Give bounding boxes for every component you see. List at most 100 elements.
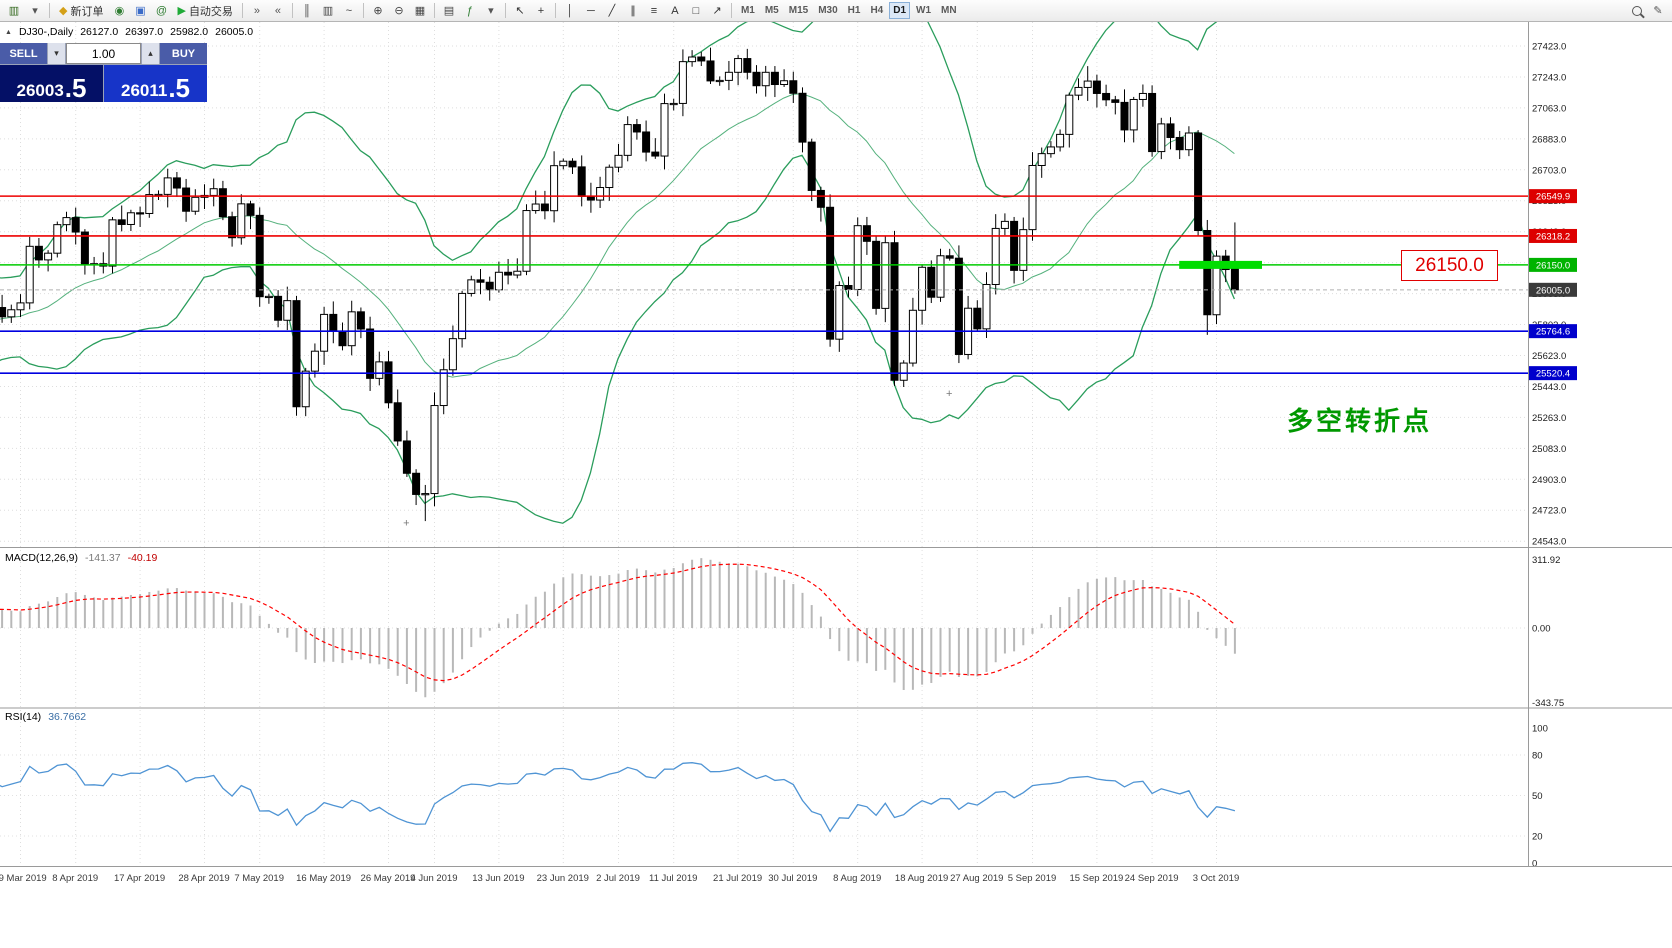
sell-price-frac: .5: [64, 72, 87, 103]
svg-text:2 Jul 2019: 2 Jul 2019: [596, 873, 640, 884]
svg-text:24723.0: 24723.0: [1532, 506, 1566, 517]
chart-dropdown-arrow-icon[interactable]: ▾: [32, 5, 38, 17]
svg-text:100: 100: [1532, 724, 1548, 735]
chart-shift-icon[interactable]: «: [274, 4, 281, 17]
toolbar-separator: [504, 3, 506, 18]
svg-text:29 Mar 2019: 29 Mar 2019: [0, 873, 47, 884]
svg-text:16 May 2019: 16 May 2019: [296, 873, 351, 884]
svg-text:24903.0: 24903.0: [1532, 475, 1566, 486]
svg-text:0.00: 0.00: [1532, 624, 1551, 635]
svg-text:311.92: 311.92: [1532, 555, 1560, 566]
svg-text:15 Sep 2019: 15 Sep 2019: [1069, 873, 1123, 884]
timeframe-button-h4[interactable]: H4: [870, 5, 884, 16]
volume-up-button[interactable]: ▴: [142, 43, 159, 64]
toolbar-separator: [730, 3, 732, 18]
one-click-trading-panel: SELL ▾ 1.00 ▴ BUY 26003 .5 26011 .5: [0, 43, 207, 102]
line-chart-icon[interactable]: ~: [345, 4, 353, 17]
timeframe-button-mn[interactable]: MN: [941, 5, 957, 16]
svg-text:27243.0: 27243.0: [1532, 72, 1566, 83]
toolbar-separator: [49, 3, 50, 18]
indicators-icon[interactable]: ƒ: [466, 4, 473, 17]
timeframe-button-m5[interactable]: M5: [764, 5, 779, 16]
cursor-icon[interactable]: ↖: [515, 5, 525, 17]
timeframe-button-h1[interactable]: H1: [847, 5, 861, 16]
tile-windows-icon[interactable]: ▦: [414, 5, 426, 17]
chevron-down-icon: ▾: [54, 48, 59, 58]
price-badge: [1529, 324, 1577, 339]
svg-text:25764.6: 25764.6: [1536, 327, 1570, 338]
arrange-windows-icon[interactable]: ▤: [443, 5, 455, 17]
svg-text:26703.0: 26703.0: [1532, 165, 1566, 176]
edit-icon[interactable]: ✎: [1653, 5, 1663, 17]
svg-text:+: +: [946, 388, 952, 400]
sell-button[interactable]: SELL: [0, 43, 47, 64]
svg-text:0: 0: [1532, 859, 1537, 870]
arrows-icon[interactable]: ↗: [712, 5, 722, 17]
auto-scroll-icon[interactable]: »: [253, 4, 260, 17]
rsi-name: RSI(14): [5, 711, 42, 723]
buy-price-display[interactable]: 26011 .5: [104, 65, 207, 102]
market-watch-icon[interactable]: ▣: [135, 5, 146, 17]
svg-text:26005.0: 26005.0: [1536, 285, 1570, 296]
svg-text:13 Jun 2019: 13 Jun 2019: [472, 873, 524, 884]
channel-icon[interactable]: ∥: [630, 5, 636, 17]
volume-down-button[interactable]: ▾: [48, 43, 65, 64]
new-order-button[interactable]: ◆ 新订单: [54, 2, 108, 19]
new-order-button-icon: ◆: [59, 5, 68, 17]
candlestick-chart-icon[interactable]: ▥: [322, 5, 334, 17]
sell-price-display[interactable]: 26003 .5: [0, 65, 103, 102]
buy-price-main: 26011: [120, 81, 168, 100]
zoom-in-icon[interactable]: ⊕: [373, 5, 383, 17]
timeframe-button-w1[interactable]: W1: [916, 5, 932, 16]
web-terminal-icon[interactable]: @: [155, 4, 168, 17]
crosshair-icon[interactable]: +: [537, 4, 545, 17]
rsi-indicator-label: RSI(14) 36.7662: [5, 711, 86, 723]
svg-text:80: 80: [1532, 751, 1543, 762]
search-icon[interactable]: [1627, 1, 1647, 20]
rsi-panel: [0, 754, 1528, 837]
volume-input[interactable]: 1.00: [66, 43, 141, 64]
price-axis: 27423.027243.027063.026883.026703.026523…: [1529, 42, 1577, 870]
ohlc-bars-icon[interactable]: ║: [303, 4, 311, 17]
fibonacci-icon[interactable]: ≡: [650, 4, 658, 17]
new-order-button-label: 新订单: [70, 5, 104, 18]
svg-text:26549.9: 26549.9: [1536, 192, 1570, 203]
svg-text:30 Jul 2019: 30 Jul 2019: [768, 873, 817, 884]
timeframe-button-m30[interactable]: M30: [818, 5, 838, 16]
shapes-icon[interactable]: □: [692, 4, 700, 17]
svg-text:8 Apr 2019: 8 Apr 2019: [52, 873, 98, 884]
timeframe-button-m15[interactable]: M15: [788, 5, 809, 16]
annotation-text-object[interactable]: 多空转折点: [1287, 406, 1433, 436]
timeframe-button-m1[interactable]: M1: [740, 5, 755, 16]
autotrading-button-icon: ▶: [177, 5, 186, 17]
svg-text:28 Apr 2019: 28 Apr 2019: [178, 873, 229, 884]
chart-ohlc-header: ▲ DJ30-,Daily 26127.0 26397.0 25982.0 26…: [5, 26, 253, 38]
svg-text:27423.0: 27423.0: [1532, 42, 1566, 53]
highlight-segment[interactable]: [1179, 260, 1262, 269]
timeframe-button-d1[interactable]: D1: [889, 2, 911, 19]
svg-text:23 Jun 2019: 23 Jun 2019: [537, 873, 589, 884]
text-label-icon[interactable]: A: [671, 4, 679, 17]
chart-symbol-period: DJ30-,Daily: [18, 26, 74, 38]
zoom-out-icon[interactable]: ⊖: [394, 5, 404, 17]
svg-text:5 Sep 2019: 5 Sep 2019: [1008, 873, 1057, 884]
buy-price-frac: .5: [168, 72, 191, 103]
price-level-label-object[interactable]: 26150.0: [1401, 250, 1498, 281]
svg-text:25083.0: 25083.0: [1532, 444, 1566, 455]
indicator-dropdown-arrow-icon[interactable]: ▾: [488, 5, 494, 17]
autotrading-button[interactable]: ▶ 自动交易: [172, 2, 237, 19]
trendline-icon[interactable]: ╱: [608, 5, 616, 17]
mql-community-icon[interactable]: ◉: [114, 5, 125, 17]
toolbar-separator: [554, 3, 556, 18]
horizontal-line-icon[interactable]: ─: [587, 4, 595, 17]
svg-text:7 May 2019: 7 May 2019: [234, 873, 284, 884]
new-chart-icon[interactable]: ▥: [8, 5, 20, 17]
svg-text:18 Aug 2019: 18 Aug 2019: [895, 873, 948, 884]
buy-button[interactable]: BUY: [160, 43, 207, 64]
low-value: 25982.0: [170, 26, 209, 38]
close-value: 26005.0: [215, 26, 254, 38]
svg-text:26150.0: 26150.0: [1536, 260, 1570, 271]
vertical-line-icon[interactable]: │: [566, 4, 574, 17]
macd-main-value: -141.37: [84, 552, 121, 564]
